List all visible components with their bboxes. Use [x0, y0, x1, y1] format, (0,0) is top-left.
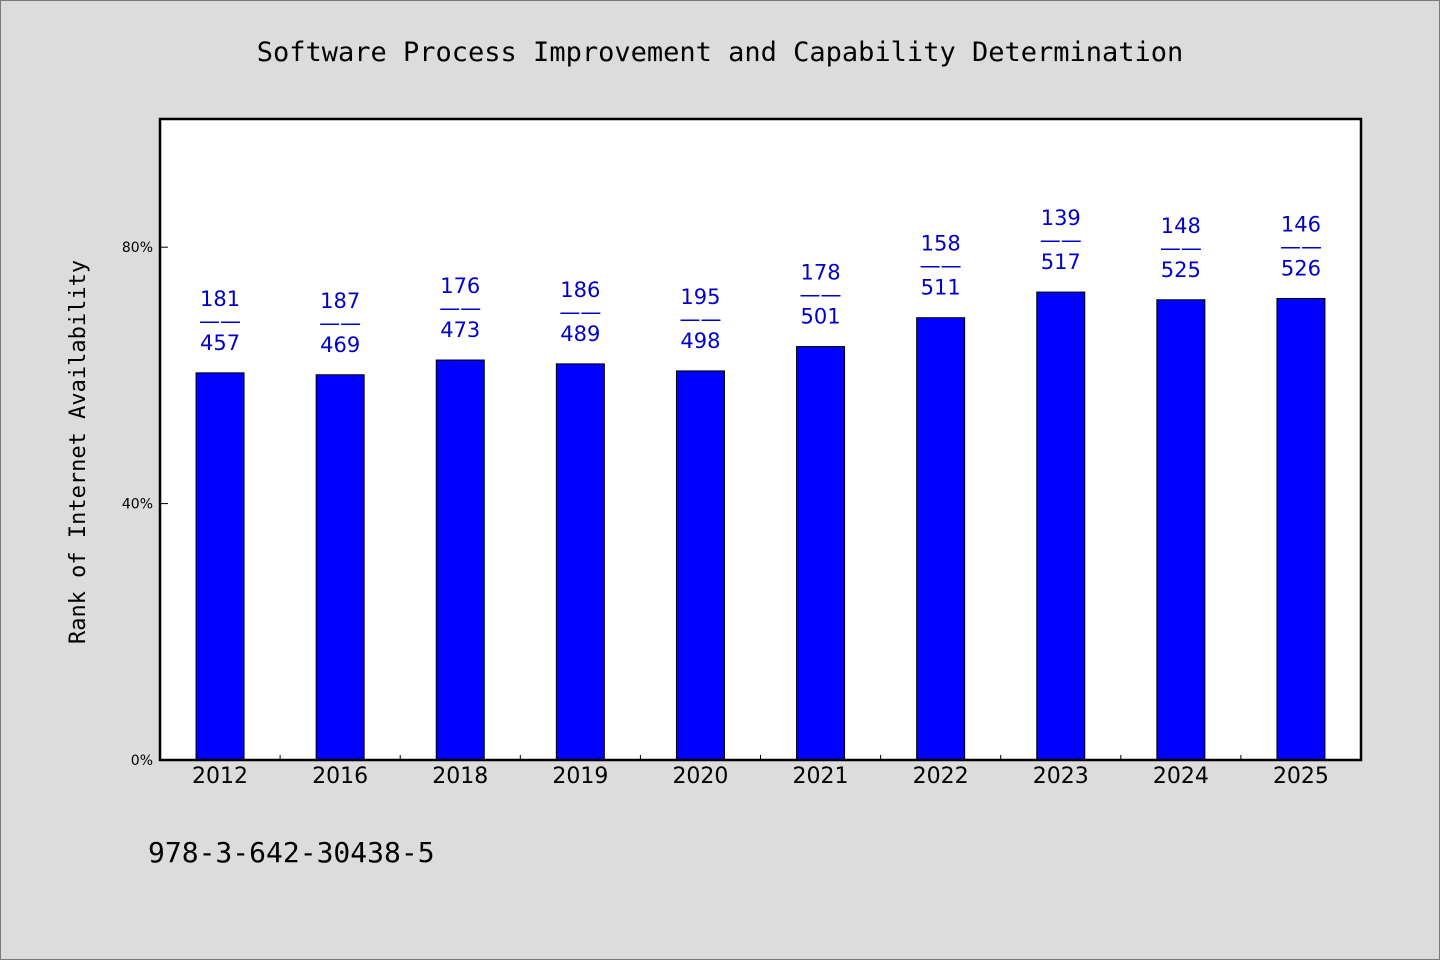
x-tick-label-2024: 2024 [1153, 764, 1209, 789]
y-tick-label: 80% [122, 240, 153, 256]
x-tick-label-2022: 2022 [913, 764, 969, 789]
data-label-bottom-2024: 525 [1161, 258, 1201, 282]
data-label-separator-2019: —— [559, 300, 601, 324]
y-axis-label: Rank of Internet Availability [66, 260, 91, 644]
data-label-bottom-2023: 517 [1041, 250, 1081, 274]
data-label-top-2025: 146 [1281, 212, 1321, 236]
y-tick-label: 40% [122, 497, 153, 513]
bar-2019 [555, 363, 605, 761]
bar-2023 [1036, 291, 1086, 761]
data-label-separator-2020: —— [679, 307, 721, 331]
x-tick-label-2018: 2018 [432, 764, 488, 789]
data-label-bottom-2018: 473 [440, 318, 480, 342]
bar-2022 [916, 317, 966, 761]
data-label-bottom-2012: 457 [200, 331, 240, 355]
data-label-top-2020: 195 [680, 285, 720, 309]
x-tick-label-2020: 2020 [672, 764, 728, 789]
data-label-separator-2018: —— [439, 296, 481, 320]
plot-border [158, 117, 1363, 762]
bar-2025 [1276, 297, 1326, 761]
data-label-separator-2025: —— [1280, 234, 1322, 258]
data-label-top-2012: 181 [200, 287, 240, 311]
data-label-top-2016: 187 [320, 289, 360, 313]
data-label-top-2021: 178 [801, 261, 841, 285]
bars [195, 291, 1326, 761]
data-label-separator-2016: —— [319, 311, 361, 335]
data-label-top-2022: 158 [921, 232, 961, 256]
data-label-top-2023: 139 [1041, 206, 1081, 230]
bar-2018 [435, 359, 485, 761]
data-label-bottom-2020: 498 [680, 329, 720, 353]
data-label-separator-2023: —— [1040, 228, 1082, 252]
x-tick-label-2023: 2023 [1033, 764, 1089, 789]
data-label-top-2024: 148 [1161, 214, 1201, 238]
x-tick-label-2012: 2012 [192, 764, 248, 789]
bar-2024 [1156, 299, 1206, 761]
data-label-bottom-2019: 489 [560, 322, 600, 346]
data-label-bottom-2025: 526 [1281, 256, 1321, 280]
data-label-separator-2012: —— [199, 309, 241, 333]
data-labels: 181——457187——469176——473186——489195——498… [199, 206, 1322, 357]
bar-2020 [675, 370, 725, 761]
data-label-top-2018: 176 [440, 274, 480, 298]
x-tick-label-2021: 2021 [793, 764, 849, 789]
y-tick-label: 0% [131, 753, 153, 769]
data-label-bottom-2022: 511 [921, 276, 961, 300]
y-axis-ticks: 0% 40% 80% [122, 240, 168, 769]
x-axis-ticks: 2012 2016 2018 2019 2020 2021 2022 2023 2024 2025 [192, 755, 1329, 789]
data-label-separator-2021: —— [800, 283, 842, 307]
bar-2021 [796, 346, 846, 761]
bar-2012 [195, 372, 245, 761]
data-label-separator-2022: —— [920, 254, 962, 278]
bar-2016 [315, 374, 365, 761]
data-label-bottom-2021: 501 [801, 305, 841, 329]
data-label-separator-2024: —— [1160, 236, 1202, 260]
data-label-bottom-2016: 469 [320, 333, 360, 357]
chart-title: Software Process Improvement and Capabil… [257, 37, 1184, 68]
x-tick-label-2025: 2025 [1273, 764, 1329, 789]
data-label-top-2019: 186 [560, 278, 600, 302]
isbn-footnote: 978-3-642-30438-5 [148, 836, 435, 869]
x-tick-label-2019: 2019 [552, 764, 608, 789]
x-tick-label-2016: 2016 [312, 764, 368, 789]
